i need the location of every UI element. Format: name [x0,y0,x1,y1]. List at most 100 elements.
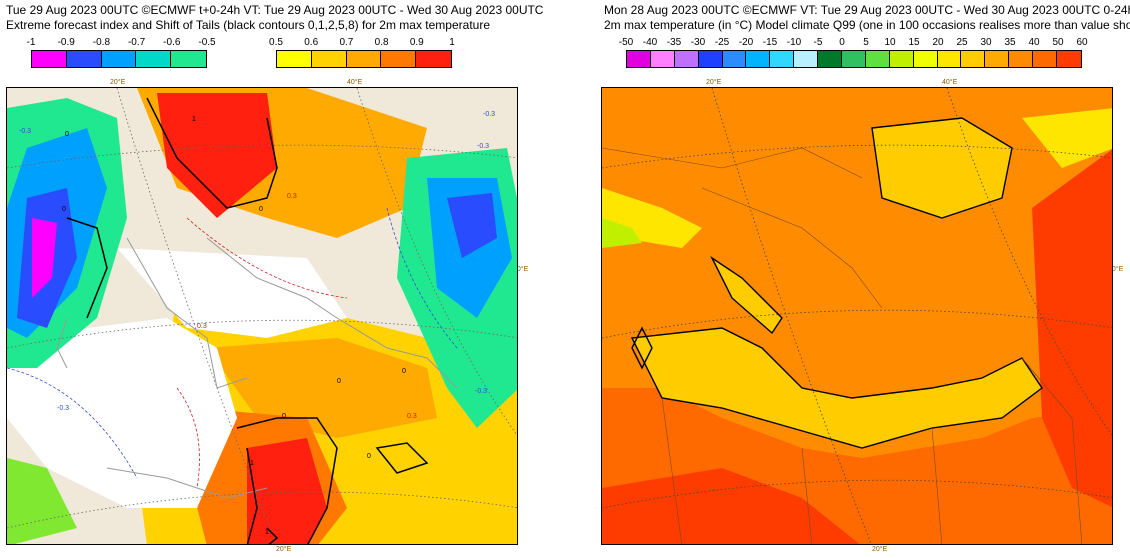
colorbar-tick-label: -40 [642,37,658,48]
colorbar-tick-label: 0.5 [269,37,283,48]
colorbar-swatch [865,51,890,67]
climate-colorbar-boxes [626,50,1082,68]
colorbar-tick-label: 10 [884,37,896,48]
colorbar-tick-label: -0.5 [198,37,216,48]
lat-label-right: 40°E [513,266,529,273]
colorbar-swatch [889,51,914,67]
colorbar-swatch [416,51,451,67]
efi-cold-sw [7,458,77,544]
colorbar-tick-label: -50 [618,37,634,48]
efi-neutral-center [117,248,347,338]
climate-map [601,87,1113,545]
contour-label: 1 [192,116,196,123]
efi-map: 1 0 0 0 1 0 0 0 0 1 -0.3 -0.3 0.3 -0.3 0… [6,87,518,545]
colorbar-swatch [1057,51,1081,67]
colorbar-swatch [674,51,699,67]
lon-label-20e-bottom: 20°E [872,546,888,553]
colorbar-tick-label: 30 [980,37,992,48]
colorbar-swatch [818,51,843,67]
climate-title-line2: 2m max temperature (in °C) Model climate… [604,18,1130,32]
dashed-label: 0.3 [197,323,207,330]
colorbar-swatch [346,51,382,67]
colorbar-tick-label: 0.8 [374,37,389,48]
contour-label: 0 [282,413,286,420]
black-sea [872,118,1012,218]
colorbar-swatch [627,51,651,67]
efi-dashed-label-group: -0.3 -0.3 0.3 -0.3 0.3 0.3 -0.3 -0.3 [19,111,495,420]
contour-label: 0 [65,131,69,138]
dashed-label: -0.3 [475,388,487,395]
colorbar-swatch [32,51,67,67]
efi-cold-east-core [447,193,497,258]
colorbar-tick-label: 5 [863,37,869,48]
colorbar-tick-label: 35 [1004,37,1016,48]
warm-colorbar-labels: 0.5 0.6 0.7 0.8 0.9 1 [269,37,455,50]
colorbar-tick-label: -0.9 [57,37,75,48]
colorbar-tick-label: 0.6 [304,37,319,48]
climate-borders [602,147,1083,544]
colorbar-tick-label: -0.6 [163,37,181,48]
colorbar-swatch [913,51,938,67]
colorbar-swatch [277,51,312,67]
colorbar-tick-label: -5 [813,37,823,48]
colorbar-tick-label: -35 [666,37,682,48]
colorbar-swatch [985,51,1010,67]
colorbar-tick-label: 25 [956,37,968,48]
lon-label-20e-top: 20°E [706,79,722,86]
efi-graticule [7,88,517,544]
colorbar-swatch [770,51,795,67]
colorbar-swatch [1009,51,1034,67]
efi-contour-label-group: 1 0 0 0 1 0 0 0 0 1 [62,116,406,536]
climate-graticule [602,88,1112,544]
dashed-label: 0.3 [407,413,417,420]
climate-hottest-sw [602,468,860,544]
colorbar-swatch [842,51,866,67]
efi-coastlines [56,237,458,499]
colorbar-swatch [698,51,723,67]
colorbar-tick-label: 40 [1028,37,1040,48]
colorbar-swatch [722,51,747,67]
colorbar-tick-label: 50 [1052,37,1064,48]
cold-colorbar-boxes [31,50,207,68]
contour-label: 0 [62,206,66,213]
dashed-label: 0.3 [287,193,297,200]
colorbar-swatch [171,51,206,67]
climate-alps-peak [602,218,642,248]
colorbar-tick-label: 0.7 [339,37,354,48]
colorbar-swatch [650,51,675,67]
colorbar-swatch [937,51,962,67]
colorbar-tick-label: 1 [449,37,455,48]
lon-label-20e-bottom: 20°E [276,546,292,553]
dashed-label: -0.3 [477,143,489,150]
colorbar-swatch [794,51,819,67]
climate-hottest-east [1032,149,1112,508]
efi-cold-colorbar: -1 -0.9 -0.8 -0.7 -0.6 -0.5 [27,37,216,68]
colorbar-tick-label: -30 [690,37,706,48]
contour-label: 1 [265,529,269,536]
colorbar-swatch [961,51,986,67]
efi-extreme-core [247,438,327,544]
efi-sot-contours [66,97,429,544]
colorbar-swatch [1033,51,1058,67]
colorbar-tick-label: -25 [714,37,730,48]
colorbar-tick-label: 0.9 [409,37,424,48]
colorbar-tick-label: 20 [932,37,944,48]
colorbar-swatch [66,51,102,67]
efi-warm-colorbar: 0.5 0.6 0.7 0.8 0.9 1 [269,37,455,68]
cold-colorbar-labels: -1 -0.9 -0.8 -0.7 -0.6 -0.5 [27,37,216,50]
contour-label: 0 [367,453,371,460]
climate-caucasus [1022,108,1112,168]
lon-label-20e-top: 20°E [110,79,126,86]
dashed-label: -0.3 [19,128,31,135]
efi-title-line1: Tue 29 Aug 2023 00UTC ©ECMWF t+0-24h VT:… [6,3,544,17]
colorbar-swatch [746,51,771,67]
warm-colorbar-boxes [276,50,452,68]
contour-label: 0 [337,378,341,385]
efi-warm-core-east [207,338,437,438]
colorbar-swatch [101,51,137,67]
colorbar-tick-label: -15 [762,37,778,48]
climate-panel: Mon 28 Aug 2023 00UTC ©ECMWF VT: Tue 29 … [598,0,1130,558]
efi-dashed-positive [176,217,348,489]
dashed-label: -0.3 [483,111,495,118]
efi-title-line2: Extreme forecast index and Shift of Tail… [6,18,491,32]
